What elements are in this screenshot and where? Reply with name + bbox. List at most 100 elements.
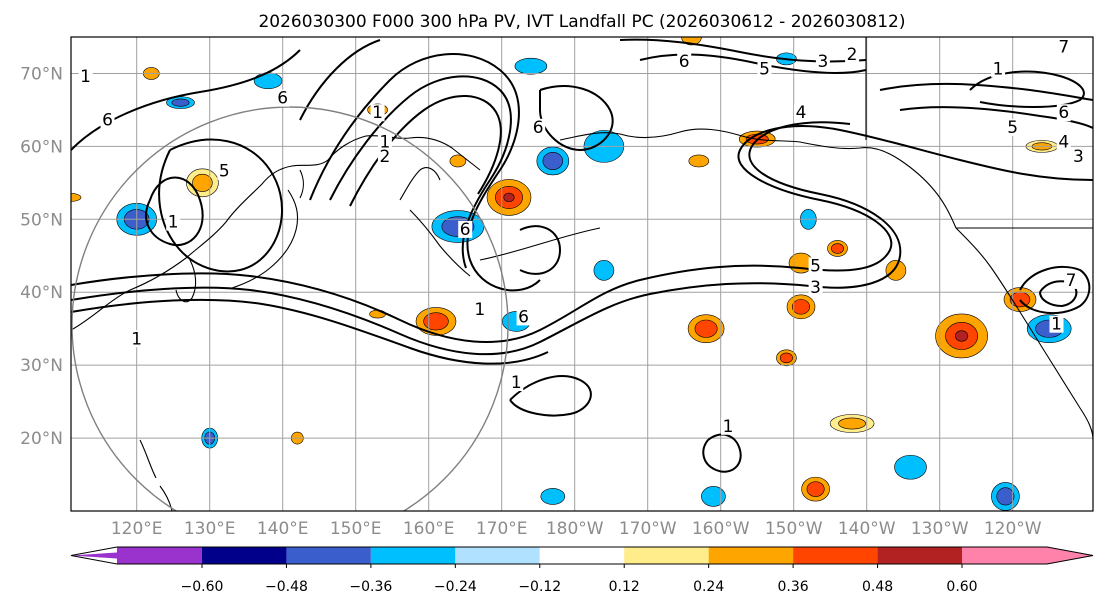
contour-label-group: 1 (377, 132, 392, 152)
colorbar-segment (708, 547, 794, 564)
lon-tick-label: 140°E (257, 519, 309, 539)
colorbar-segment (793, 547, 878, 564)
ivt-fill-patch (779, 352, 793, 364)
contour-label: 3 (1073, 147, 1084, 167)
contour-label: 2 (847, 45, 858, 65)
contour-label: 7 (1066, 271, 1077, 291)
lat-tick-labels: 70°N 60°N 50°N 40°N 30°N 20°N (20, 64, 63, 449)
colorbar-segment (877, 547, 962, 564)
contour-label-group: 6 (516, 307, 531, 327)
contour-label-bg (721, 417, 735, 435)
contour-label: 4 (1058, 132, 1069, 152)
contour-label-group: 3 (808, 278, 823, 298)
lon-tick-label: 130°E (184, 519, 236, 539)
colorbar-extend-high (1047, 547, 1093, 564)
lat-tick-label: 40°N (20, 283, 63, 303)
ivt-fill-patch (171, 98, 190, 107)
lon-tick-label: 120°W (984, 519, 1042, 539)
contour-label-bg (1049, 315, 1064, 333)
contour-label-bg (1071, 147, 1086, 165)
ivt-fill-patch (423, 312, 449, 331)
lat-tick-label: 20°N (20, 429, 63, 449)
contour-label-group: 6 (458, 220, 473, 240)
ivt-fill-patch (996, 487, 1015, 506)
contour-label-group: 6 (677, 52, 692, 72)
lon-tick-label: 140°W (838, 519, 896, 539)
contour-label-group: 7 (1064, 271, 1079, 291)
ivt-fill-layer (71, 37, 1072, 511)
contour-label-group: 1 (721, 417, 735, 437)
contour-label-bg (509, 374, 524, 392)
contour-label-bg (78, 67, 93, 85)
ivt-fill-patch (806, 481, 825, 497)
contour-label: 5 (759, 59, 770, 79)
contour-label-bg (472, 301, 487, 319)
contour-label-bg (166, 213, 181, 231)
contour-label-bg (794, 104, 808, 122)
contour-label-bg (516, 308, 531, 326)
lon-tick-label: 120°E (111, 519, 163, 539)
chart-title: 2026030300 F000 300 hPa PV, IVT Landfall… (258, 12, 905, 32)
contour-label: 1 (379, 132, 390, 152)
contour-label-bg (129, 330, 144, 348)
contour-label-group: 1 (78, 67, 93, 87)
colorbar-tick-label: 0.36 (778, 579, 809, 595)
colorbar-segment (539, 547, 625, 564)
reference-circle (71, 106, 509, 511)
contour-label: 6 (533, 118, 544, 138)
colorbar-segment (117, 547, 202, 564)
contour-label-bg (275, 89, 290, 107)
contour-label-group: 1 (370, 103, 385, 123)
coastline-alaska (559, 128, 957, 229)
ivt-fill-patch (955, 330, 969, 342)
contour-label-group: 6 (275, 89, 290, 109)
coastline-kamchatka (399, 167, 471, 277)
ivt-fill-patch (838, 417, 867, 430)
contour-label-group: 6 (1056, 103, 1071, 123)
contour-label: 6 (277, 89, 288, 109)
ivt-fill-patch (253, 72, 283, 90)
map-frame (70, 36, 1094, 512)
contour-label: 1 (80, 67, 91, 87)
ivt-fill-patch (894, 454, 927, 480)
lon-tick-labels: 120°E 130°E 140°E 150°E 160°E 170°E 180°W 170°W… (111, 519, 1042, 539)
ivt-fill-patch (514, 57, 548, 75)
contour-label: 3 (817, 52, 828, 72)
contour-label-bg (377, 147, 392, 165)
lat-tick-label: 70°N (20, 64, 63, 84)
contour-label-bg (100, 111, 115, 129)
contour-label: 1 (511, 373, 522, 393)
colorbar-tick-label: −0.60 (181, 579, 224, 595)
contour-label-group: 4 (794, 103, 808, 123)
contour-label-group: 2 (845, 45, 860, 65)
ivt-fill-patch (694, 319, 718, 338)
colorbar-segment (202, 547, 287, 564)
contour-label-bg (1005, 118, 1020, 136)
contour-label: 6 (518, 307, 529, 327)
colorbar-tick-label: 0.60 (946, 579, 977, 595)
contour-label: 5 (1007, 118, 1018, 138)
contour-label-bg (377, 133, 392, 151)
contour-label-group: 5 (1005, 118, 1020, 138)
contour-label-bg (845, 45, 860, 63)
lon-tick-label: 160°E (403, 519, 455, 539)
lat-tick-label: 30°N (20, 356, 63, 376)
contour-label: 5 (810, 256, 821, 276)
lon-tick-label: 160°W (692, 519, 750, 539)
contour-label-bg (991, 60, 1006, 78)
ivt-fill-patch (701, 486, 726, 507)
contour-label-bg (815, 53, 830, 71)
ivt-fill-patch (593, 260, 615, 281)
contour-label: 1 (372, 103, 383, 123)
colorbar-segment (286, 547, 371, 564)
colorbar-tick-label: −0.24 (434, 579, 477, 595)
contour-label: 6 (460, 220, 471, 240)
contour-label: 1 (474, 300, 485, 320)
contour-label-group: 1 (166, 213, 181, 233)
lon-tick-label: 180°W (546, 519, 604, 539)
contour-label-group: 7 (1056, 38, 1071, 58)
contour-label: 2 (379, 147, 390, 167)
coastline-japan (231, 169, 304, 289)
colorbar-tick-label: −0.48 (265, 579, 308, 595)
